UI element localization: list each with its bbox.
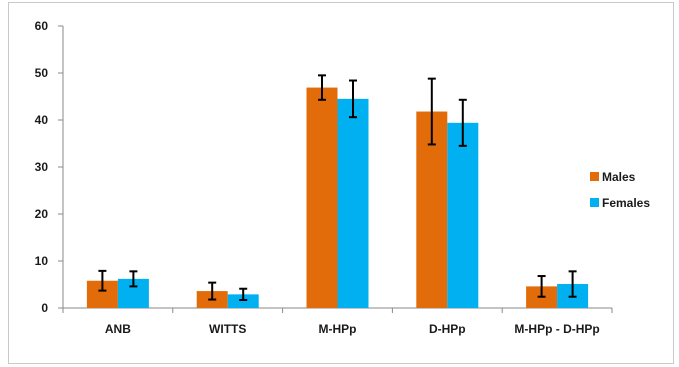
bar-females-2 <box>337 98 369 308</box>
y-tick-label: 30 <box>35 160 49 174</box>
bars <box>86 87 589 308</box>
error-bars <box>98 74 577 302</box>
y-axis: 0 10 20 30 40 50 60 <box>35 19 64 315</box>
bar-females-1 <box>227 294 259 308</box>
legend-swatch-males <box>590 172 599 181</box>
y-tick-label: 10 <box>35 254 49 268</box>
y-tick-label: 40 <box>35 113 49 127</box>
y-tick-label: 0 <box>41 301 48 315</box>
legend-swatch-females <box>590 198 599 207</box>
bar-males-2 <box>306 87 338 308</box>
bar-females-3 <box>447 122 479 308</box>
x-tick-label: D-HPp <box>429 322 466 336</box>
y-tick-label: 50 <box>35 66 49 80</box>
y-tick-label: 20 <box>35 207 49 221</box>
x-tick-label: ANB <box>105 322 131 336</box>
x-axis: ANB WITTS M-HPp D-HPp M-HPp - D-HPp <box>62 307 613 336</box>
legend: Males Females <box>590 170 650 210</box>
x-tick-label: M-HPp <box>319 322 357 336</box>
legend-label-males: Males <box>602 170 636 184</box>
x-tick-label: WITTS <box>209 322 246 336</box>
y-tick-label: 60 <box>35 19 49 33</box>
x-tick-label: M-HPp - D-HPp <box>514 322 599 336</box>
legend-label-females: Females <box>602 196 650 210</box>
